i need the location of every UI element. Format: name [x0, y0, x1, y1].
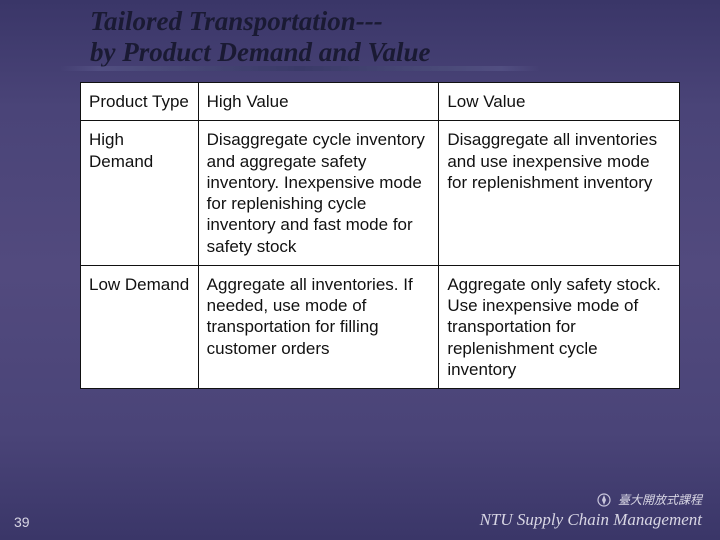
content-table: Product Type High Value Low Value High D… [80, 82, 680, 389]
table-row: High Demand Disaggregate cycle inventory… [81, 121, 680, 266]
row-label: High Demand [81, 121, 199, 266]
footer-block: 臺大開放式課程 NTU Supply Chain Management [480, 491, 702, 530]
slide-title-block: Tailored Transportation--- by Product De… [0, 0, 720, 68]
table-header-high-value: High Value [198, 83, 439, 121]
title-underline [60, 66, 540, 71]
page-number: 39 [14, 514, 30, 530]
cell-high-value: Disaggregate cycle inventory and aggrega… [198, 121, 439, 266]
slide-title-line1: Tailored Transportation--- [90, 6, 720, 37]
row-label: Low Demand [81, 265, 199, 388]
ntu-logo-icon [596, 492, 612, 508]
footer-course-line: 臺大開放式課程 [480, 491, 702, 508]
footer-brand-text: NTU Supply Chain Management [480, 510, 702, 530]
table-header-low-value: Low Value [439, 83, 680, 121]
table-header-product-type: Product Type [81, 83, 199, 121]
cell-low-value: Disaggregate all inventories and use ine… [439, 121, 680, 266]
content-table-wrap: Product Type High Value Low Value High D… [80, 82, 680, 389]
slide-title-line2: by Product Demand and Value [90, 37, 720, 68]
table-row: Low Demand Aggregate all inventories. If… [81, 265, 680, 388]
cell-low-value: Aggregate only safety stock. Use inexpen… [439, 265, 680, 388]
footer-course-text: 臺大開放式課程 [618, 491, 702, 508]
table-row: Product Type High Value Low Value [81, 83, 680, 121]
cell-high-value: Aggregate all inventories. If needed, us… [198, 265, 439, 388]
